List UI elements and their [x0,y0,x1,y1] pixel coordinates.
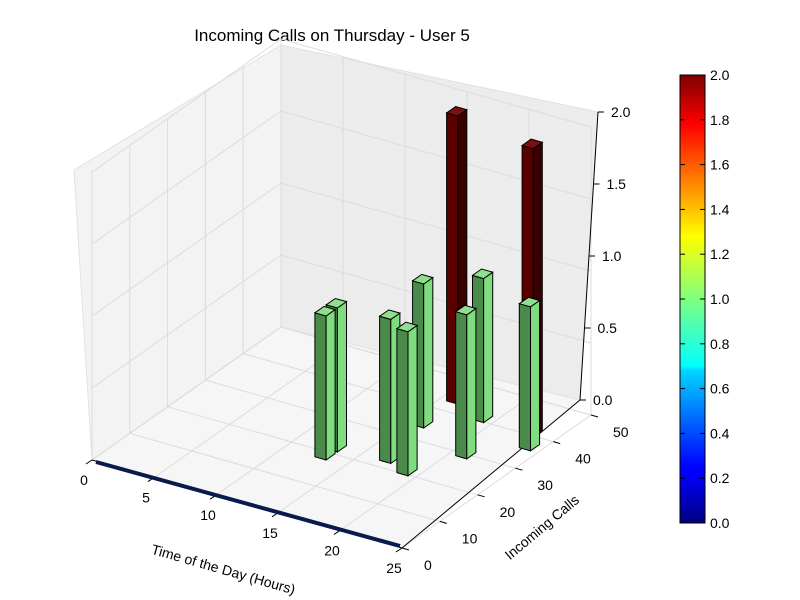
z-tick-label: 0.5 [598,320,618,336]
bar-front-face [379,315,392,465]
bar-side-face [407,324,418,477]
bar-top-face [520,138,544,150]
colorbar-tick-label: 1.4 [710,201,730,217]
x-tick [395,547,403,553]
colorbar-tick-label: 1.2 [710,246,730,262]
bar-side-face [530,299,541,452]
x-tick-label: 10 [200,507,216,523]
y-tick-label: 30 [537,477,553,493]
y-tick [401,547,410,551]
colorbar-ticks: 0.0 0.2 0.4 0.6 0.8 1.0 1.2 1.4 1.6 1.8 2.0 [680,67,730,531]
y-tick-label: 0 [424,557,432,573]
bar-top-face [518,296,541,308]
y-tick [553,441,561,445]
bar [313,305,337,461]
bar-side-face [483,271,494,424]
bar-front-face [518,303,531,452]
y-tick-label: 50 [613,424,629,440]
grid-line [91,182,592,317]
colorbar-tick-label: 0.0 [710,515,730,531]
y-tick [515,467,523,471]
x-axis-label: Time of the Day (Hours) [150,541,298,597]
bar-top-face [395,321,419,333]
bar-top-face [471,268,494,280]
x-tick-label: 5 [142,490,150,506]
grid-line [91,38,592,173]
z-tick-label: 2.0 [611,104,631,120]
y-tick-label: 10 [462,530,478,546]
z-tick-label: 1.0 [602,248,622,264]
bar [518,296,541,452]
y-tick [590,414,599,418]
y-tick [439,520,447,524]
baseline-row [95,460,401,548]
y-axis-label: Incoming Calls [501,492,582,563]
bar-top-face [313,305,337,317]
colorbar-tick-label: 1.6 [710,157,730,173]
colorbar-tick-label: 1.0 [710,291,730,307]
axis-ticks: 0 5 10 15 20 25 0 10 20 30 40 500.0 0.5 1.0 1.5 2.0 [80,104,631,576]
z-tick-label: 0.0 [593,392,613,408]
x-tick [85,459,93,465]
bar-side-face [336,300,347,453]
bar-top-face [454,304,478,316]
colorbar-tick-label: 0.6 [710,381,730,397]
colorbar-tick-label: 0.4 [710,425,730,441]
bar-top-face [325,297,348,309]
bar-side-face [466,307,477,460]
bar-top-face [445,105,468,117]
colorbar-tick-label: 0.8 [710,336,730,352]
bar [454,304,478,460]
x-tick-label: 15 [262,525,278,541]
bar-side-face [423,276,434,429]
y-tick-label: 20 [500,504,516,520]
grid-line [91,110,592,245]
y-tick [477,494,485,498]
bar-front-face [455,311,468,460]
colorbar-tick-label: 0.2 [710,470,730,486]
bar-front-face [396,327,409,477]
bars [313,105,544,477]
y-tick-label: 40 [575,451,591,467]
bar-top-face [378,309,402,320]
bar-front-face [314,312,327,461]
colorbar-tick-label: 1.8 [710,112,730,128]
chart-title: Incoming Calls on Thursday - User 5 [194,26,470,45]
x-tick-label: 25 [386,560,402,576]
z-tick-label: 1.5 [607,176,627,192]
colorbar-tick-label: 2.0 [710,67,730,83]
x-tick-label: 20 [324,542,340,558]
y-axis-line [401,399,581,549]
bar [411,273,434,429]
bar [395,321,419,477]
bar-side-face [325,308,336,461]
x-tick-label: 0 [80,472,88,488]
bar-top-face [411,273,434,285]
